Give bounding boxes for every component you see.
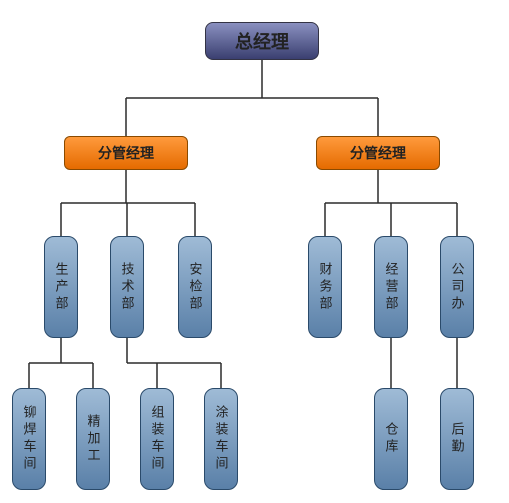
node-label: 经营部	[382, 262, 401, 313]
node-label: 公司办	[448, 262, 467, 313]
node-w_mach: 精加工	[76, 388, 110, 490]
node-root: 总经理	[205, 22, 319, 60]
node-w_weld: 铆焊车间	[12, 388, 46, 490]
node-d_prod: 生产部	[44, 236, 78, 338]
node-w_store: 仓库	[374, 388, 408, 490]
node-d_tech: 技术部	[110, 236, 144, 338]
node-label: 总经理	[235, 28, 289, 54]
node-d_off: 公司办	[440, 236, 474, 338]
org-chart: 总经理分管经理 分管经理生产部 技术部 安检部 财务部 经营部 公司办铆焊车间 精加工 组装车间…	[0, 0, 509, 503]
node-mgrL: 分管经理	[64, 136, 188, 170]
node-label: 涂装车间	[212, 405, 231, 473]
node-w_paint: 涂装车间	[204, 388, 238, 490]
node-label: 技术部	[118, 262, 137, 313]
node-label: 铆焊车间	[20, 405, 39, 473]
node-label: 分管经理	[350, 143, 406, 163]
node-mgrR: 分管经理	[316, 136, 440, 170]
node-d_insp: 安检部	[178, 236, 212, 338]
node-label: 仓库	[382, 422, 401, 456]
node-w_log: 后勤	[440, 388, 474, 490]
node-label: 分管经理	[98, 143, 154, 163]
node-label: 安检部	[186, 262, 205, 313]
node-d_fin: 财务部	[308, 236, 342, 338]
node-label: 组装车间	[148, 405, 167, 473]
node-label: 生产部	[52, 262, 71, 313]
node-label: 后勤	[448, 422, 467, 456]
node-label: 精加工	[84, 414, 103, 465]
node-label: 财务部	[316, 262, 335, 313]
node-d_ops: 经营部	[374, 236, 408, 338]
node-w_asm: 组装车间	[140, 388, 174, 490]
